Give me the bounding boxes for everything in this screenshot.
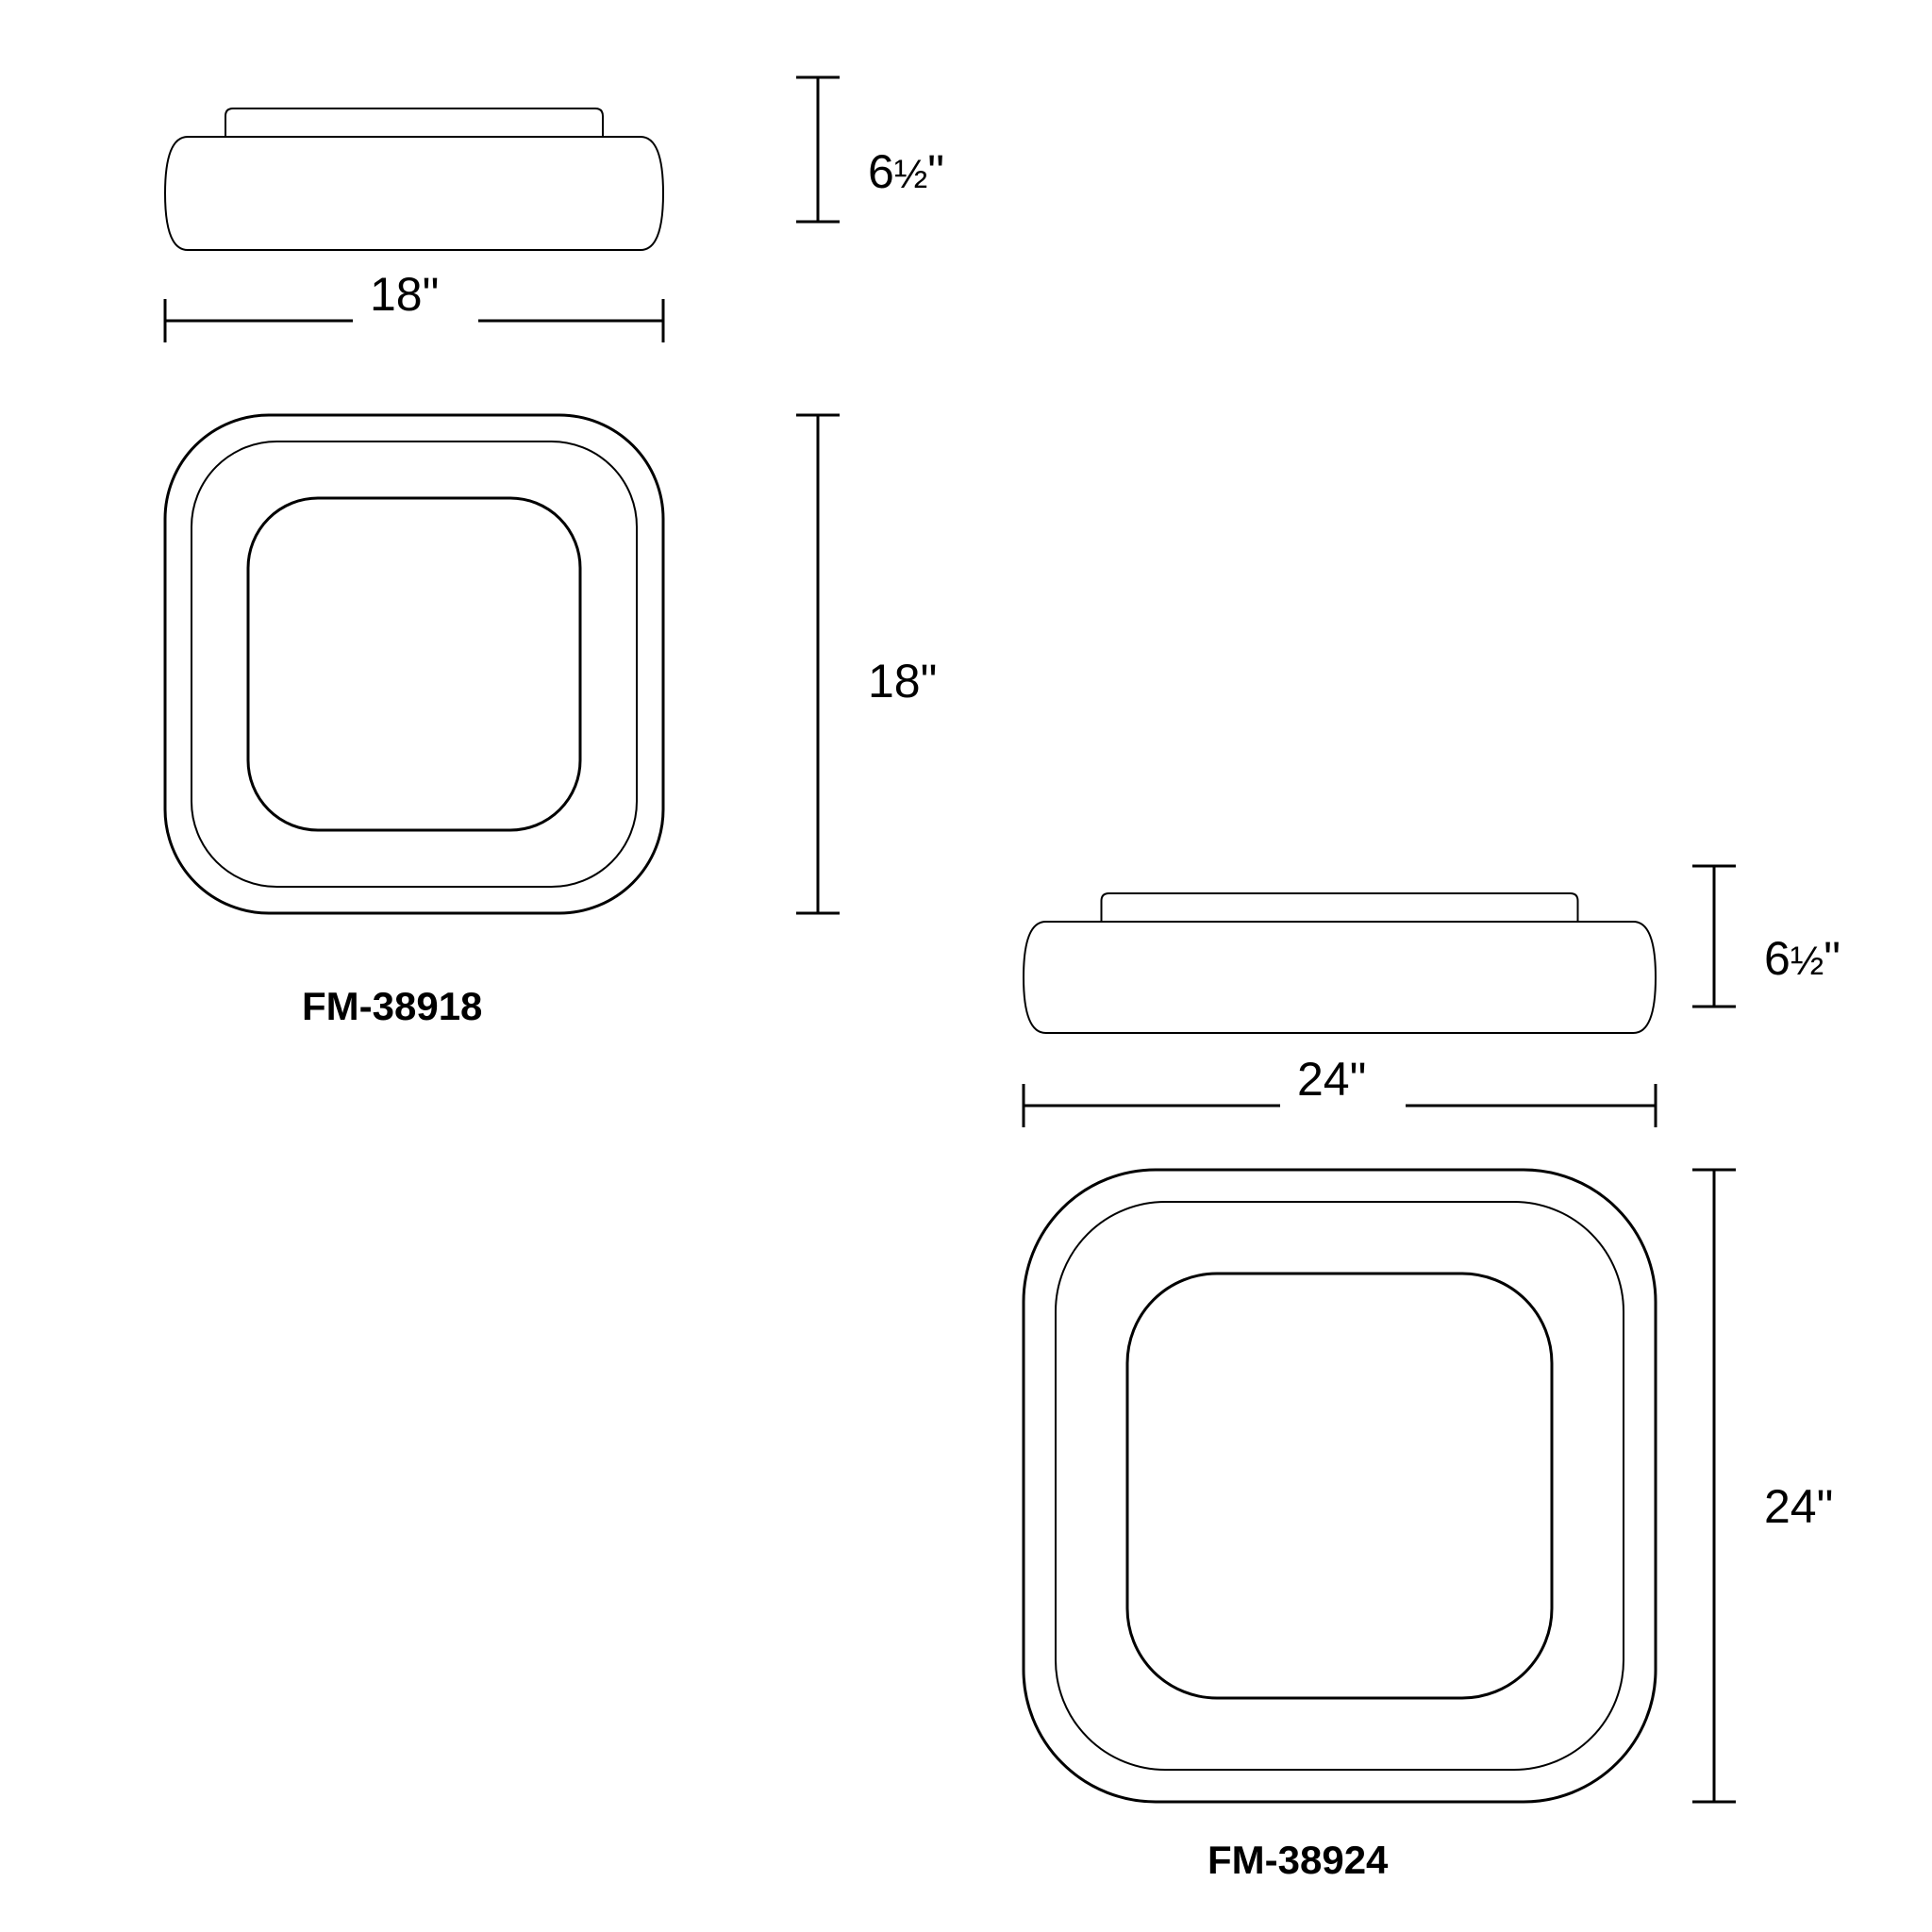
fixture-b-side-view <box>1024 893 1656 1033</box>
fixture-b-model-label: FM-38924 <box>1208 1838 1388 1883</box>
fixture-a-model-label: FM-38918 <box>302 984 482 1029</box>
fixture-b-depth-dim <box>1692 1170 1736 1802</box>
fixture-a-depth-label: 18" <box>868 654 937 708</box>
fixture-a-depth-dim <box>796 415 840 913</box>
fixture-a-width-label: 18" <box>370 267 439 322</box>
fixture-a-top-view <box>165 415 663 913</box>
fixture-a-height-dim <box>796 77 840 222</box>
fixture-b-depth-label: 24" <box>1764 1479 1833 1534</box>
fixture-a-height-label: 6½" <box>868 144 944 199</box>
diagram-canvas <box>0 0 1932 1932</box>
fixture-b-height-dim <box>1692 866 1736 1007</box>
fixture-b-height-label: 6½" <box>1764 931 1840 986</box>
fixture-a-side-view <box>165 108 663 250</box>
fixture-b-top-view <box>1024 1170 1656 1802</box>
fixture-b-width-label: 24" <box>1297 1052 1366 1107</box>
